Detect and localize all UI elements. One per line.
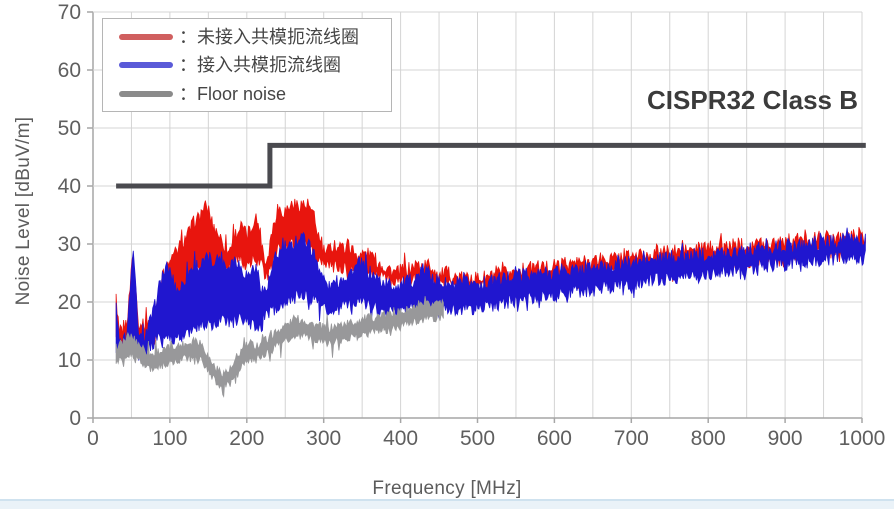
legend-label: ：接入共模扼流线圈	[179, 55, 341, 75]
svg-text:800: 800	[691, 427, 726, 450]
svg-text:900: 900	[768, 427, 803, 450]
svg-text:500: 500	[460, 427, 495, 450]
svg-text:700: 700	[614, 427, 649, 450]
chart-legend: ：未接入共模扼流线圈 ：接入共模扼流线圈 ：Floor noise	[102, 18, 392, 112]
legend-swatch-blue	[119, 62, 173, 68]
svg-text:20: 20	[58, 291, 81, 314]
svg-text:200: 200	[229, 427, 264, 450]
bottom-strip	[0, 499, 894, 509]
cispr32-class-b-label: CISPR32 Class B	[647, 85, 858, 115]
svg-text:10: 10	[58, 349, 81, 372]
legend-label: ：未接入共模扼流线圈	[179, 26, 359, 47]
svg-text:60: 60	[58, 59, 81, 82]
svg-text:30: 30	[58, 233, 81, 256]
svg-text:1000: 1000	[839, 427, 886, 450]
svg-text:600: 600	[537, 427, 572, 450]
svg-text:300: 300	[306, 427, 341, 450]
svg-text:50: 50	[58, 117, 81, 140]
svg-text:70: 70	[58, 1, 81, 24]
svg-text:400: 400	[383, 427, 418, 450]
legend-swatch-red	[119, 33, 173, 40]
svg-text:100: 100	[152, 427, 187, 450]
x-axis-title: Frequency [MHz]	[372, 478, 522, 499]
legend-item-without-choke: ：未接入共模扼流线圈	[119, 24, 391, 50]
y-axis-title: Noise Level [dBuV/m]	[13, 116, 34, 306]
legend-swatch-gray	[119, 90, 173, 97]
legend-item-floor-noise: ：Floor noise	[119, 81, 391, 107]
svg-text:0: 0	[87, 427, 99, 450]
legend-label: ：Floor noise	[179, 83, 287, 104]
legend-item-with-choke: ：接入共模扼流线圈	[119, 52, 391, 78]
svg-text:40: 40	[58, 175, 81, 198]
svg-text:0: 0	[69, 407, 81, 430]
